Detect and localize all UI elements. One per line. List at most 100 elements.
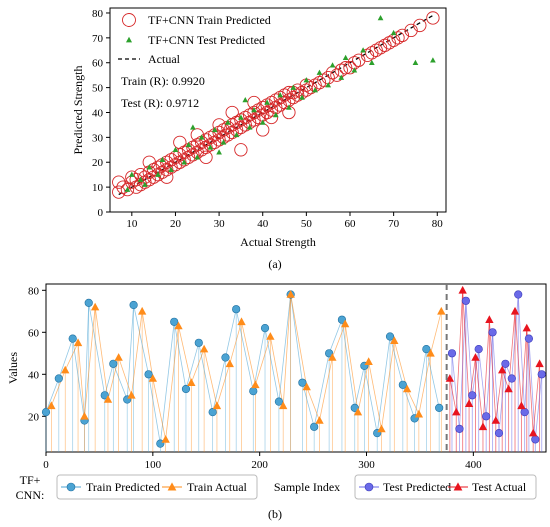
chart-a-test-point xyxy=(146,164,153,170)
chart-b-test-predicted-point xyxy=(514,290,523,299)
chart-b-train-predicted-point xyxy=(84,298,93,308)
chart-b-train-actual-point xyxy=(278,401,288,410)
chart-b-test-actual-point xyxy=(464,399,474,407)
chart-a-test-point xyxy=(272,111,279,118)
chart-b-train-actual-point xyxy=(437,306,446,315)
chart-b-legend-prefix-line1: TF+ xyxy=(20,473,41,487)
chart-b-test-actual-point xyxy=(535,359,544,368)
chart-a-train-point xyxy=(373,41,388,55)
chart-b-train-actual-point xyxy=(414,409,424,418)
chart-a-test-point xyxy=(124,186,131,192)
chart-b-train-actual-point xyxy=(47,401,56,410)
chart-a-train-point xyxy=(120,182,135,197)
chart-b-y-tick-label: 80 xyxy=(28,285,40,297)
chart-a-test-point xyxy=(338,74,345,80)
chart-a-train-point xyxy=(343,61,357,75)
chart-a-test-point xyxy=(181,159,188,165)
chart-a-caption: (a) xyxy=(268,257,281,271)
chart-b-train-actual-point xyxy=(390,336,399,344)
chart-b-frame xyxy=(45,283,547,453)
chart-a-test-point xyxy=(207,144,214,150)
chart-b-train-predicted-point xyxy=(100,391,109,400)
chart-a-legend-test-label: TF+CNN Test Predicted xyxy=(148,33,265,47)
chart-a-train-point xyxy=(186,140,200,154)
chart-a-train-point xyxy=(304,80,318,95)
chart-a-x-tick-label: 10 xyxy=(126,218,138,230)
chart-a-test-point xyxy=(142,181,148,187)
chart-a-test-point xyxy=(303,77,310,83)
chart-a-train-point xyxy=(129,173,143,187)
chart-b-train-actual-point xyxy=(187,378,196,386)
chart-b-legend-test-predicted-marker xyxy=(364,482,374,492)
chart-a-test-point xyxy=(220,139,227,145)
chart-b-test-actual-point xyxy=(445,374,455,382)
chart-b-test-predicted-point xyxy=(520,408,529,417)
chart-b-train-actual-point xyxy=(148,374,158,382)
chart-b-train-predicted-point xyxy=(41,408,51,417)
chart-a-train-point xyxy=(378,38,392,52)
chart-a-y-tick-label: 0 xyxy=(98,207,104,219)
chart-b-train-predicted-point xyxy=(274,397,284,406)
chart-a-test-point xyxy=(194,154,201,160)
chart-b-x-axis-label: Sample Index xyxy=(274,480,340,494)
chart-b-legend-test-actual-marker xyxy=(453,482,463,491)
chart-a-test-point xyxy=(185,141,192,148)
chart-b-legend-train-actual-marker xyxy=(167,482,177,491)
chart-a-train-point xyxy=(360,48,375,62)
chart-a-annotation-train-r: Train (R): 0.9920 xyxy=(121,74,205,88)
chart-a-test-point xyxy=(159,156,166,163)
chart-a-x-axis-label: Actual Strength xyxy=(240,235,316,249)
chart-b-legend-box-train xyxy=(56,474,258,500)
chart-a-test-point xyxy=(412,59,419,65)
chart-a-test-point xyxy=(190,124,196,130)
chart-b-train-predicted-point xyxy=(398,380,407,389)
chart-a-test-point xyxy=(264,99,270,105)
chart-a-test-point xyxy=(233,131,240,138)
chart-b-train-actual-point xyxy=(225,359,234,368)
chart-a-train-point xyxy=(256,123,270,137)
chart-b-legend-test-actual-label: Test Actual xyxy=(472,480,527,494)
chart-a-train-point xyxy=(290,83,305,97)
chart-a-train-point xyxy=(199,150,213,164)
chart-b-x-tick-label: 200 xyxy=(251,459,268,471)
chart-a-test-point xyxy=(390,29,397,36)
chart-a-train-point xyxy=(173,135,187,149)
chart-b-train-predicted-point xyxy=(68,334,77,343)
chart-b-test-predicted-point xyxy=(447,349,457,358)
chart-a-test-point xyxy=(316,69,323,75)
chart-a-train-point xyxy=(129,180,143,194)
chart-a-test-point xyxy=(168,166,174,172)
chart-a-test-point xyxy=(198,134,205,140)
chart-a-train-point xyxy=(426,11,440,25)
chart-a-test-point xyxy=(259,119,266,125)
chart-b-train-actual-point xyxy=(237,317,246,326)
chart-b-test-predicted-point xyxy=(501,359,510,368)
chart-a-x-tick-label: 20 xyxy=(170,218,182,230)
chart-a-train-point xyxy=(264,95,279,110)
chart-a-train-point xyxy=(216,123,231,137)
chart-b-test-actual-point xyxy=(471,353,480,361)
chart-a-test-point xyxy=(368,59,375,65)
chart-b-test-actual-point xyxy=(517,401,526,410)
chart-a-train-point xyxy=(251,103,266,117)
chart-a-train-point xyxy=(264,110,279,125)
chart-b-legend-train-predicted-label: Train Predicted xyxy=(86,480,160,494)
chart-a-y-tick-label: 20 xyxy=(92,157,104,169)
chart-b-train-actual-point xyxy=(340,319,350,328)
chart-a-train-point xyxy=(404,23,418,38)
chart-b-caption: (b) xyxy=(268,507,282,521)
chart-b-test-actual-point xyxy=(528,428,538,437)
chart-a-y-axis-label: Predicted Strength xyxy=(71,66,85,155)
chart-b-train-actual-point xyxy=(286,290,295,298)
chart-a-train-point xyxy=(338,61,353,75)
chart-a-y-tick-label: 30 xyxy=(92,132,104,144)
chart-a-train-point xyxy=(330,68,344,82)
chart-a-train-point xyxy=(382,36,396,50)
chart-b-train-actual-point xyxy=(212,401,222,410)
chart-b-x-tick-label: 300 xyxy=(358,459,375,471)
chart-b-train-predicted-point xyxy=(385,332,395,341)
chart-a-train-point xyxy=(286,90,300,105)
chart-b-test-predicted-point xyxy=(524,334,534,343)
chart-a-train-point xyxy=(391,31,405,45)
chart-b-y-tick-label: 40 xyxy=(28,369,40,381)
